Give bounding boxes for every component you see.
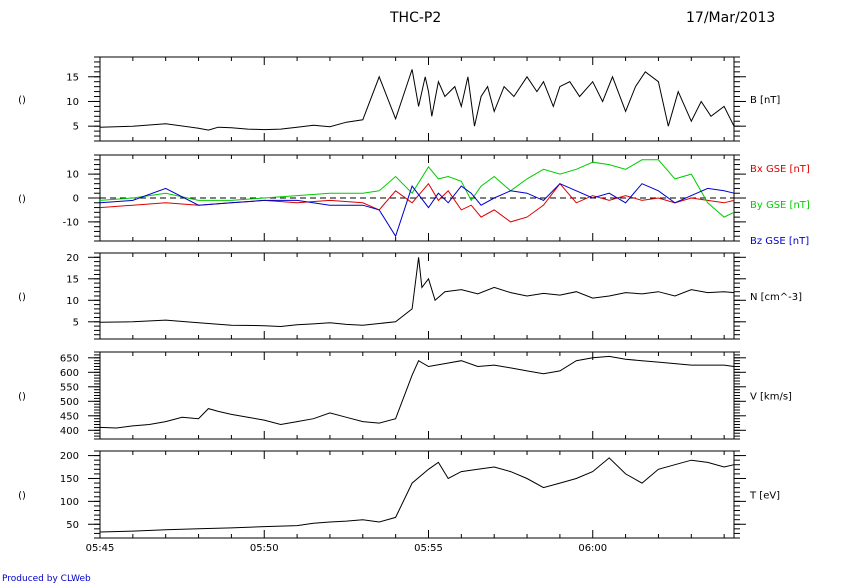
right-label: Bz GSE [nT]	[750, 236, 809, 247]
panel-frame	[99, 252, 735, 340]
y-tick-label: 10	[66, 296, 79, 307]
x-tick-label: 05:45	[86, 543, 115, 554]
series-line-2-2	[99, 159, 735, 218]
y-tick-label: 550	[60, 382, 79, 393]
page-title: THC-P2	[390, 10, 442, 26]
series-line-5-1	[99, 457, 735, 533]
series-line-1-1	[99, 69, 735, 131]
right-label: T [eV]	[749, 491, 780, 502]
y-tick-label: 15	[66, 72, 79, 83]
y-tick-label: 5	[73, 317, 79, 328]
panel-label: ()	[18, 491, 26, 502]
y-tick-label: 500	[60, 397, 79, 408]
panel-frame	[99, 56, 735, 142]
y-tick-label: 10	[66, 97, 79, 108]
y-tick-label: 50	[66, 520, 79, 531]
right-label: N [cm^-3]	[750, 292, 802, 303]
y-tick-label: 450	[60, 411, 79, 422]
panel-label: ()	[18, 194, 26, 205]
series-line-4-1	[99, 355, 735, 429]
series-line-2-3	[99, 183, 735, 238]
right-label: B [nT]	[750, 95, 780, 106]
right-label: Bx GSE [nT]	[750, 164, 810, 175]
panel-label: ()	[18, 95, 26, 106]
y-tick-label: -10	[63, 217, 79, 228]
page-date: 17/Mar/2013	[686, 10, 776, 26]
x-tick-label: 05:55	[414, 543, 443, 554]
y-tick-label: 5	[73, 122, 79, 133]
producer-credit: Produced by CLWeb	[2, 574, 91, 584]
panel-5: 50 100 150 200 () T [eV]	[18, 450, 780, 539]
y-tick-label: 15	[66, 274, 79, 285]
right-label: By GSE [nT]	[750, 200, 810, 211]
panel-frame	[99, 450, 735, 539]
panel-4: 400 450 500 550 600 650 () V [km/s]	[18, 351, 792, 440]
panel-3: 5 10 15 20 () N [cm^-3]	[18, 252, 802, 340]
y-tick-label: 650	[60, 353, 79, 364]
series-line-2-1	[99, 182, 735, 223]
x-tick-label: 05:50	[250, 543, 279, 554]
y-tick-label: 400	[60, 426, 79, 437]
panel-1: 5 10 15 () B [nT]	[18, 56, 780, 142]
x-tick-label: 06:00	[578, 543, 607, 554]
y-tick-label: 100	[60, 497, 79, 508]
panel-label: ()	[18, 392, 26, 403]
right-label: V [km/s]	[750, 392, 792, 403]
y-tick-label: 20	[66, 253, 79, 264]
y-tick-label: 150	[60, 474, 79, 485]
panel-label: ()	[18, 292, 26, 303]
y-tick-label: 200	[60, 451, 79, 462]
panel-2: -10 0 10 () Bx GSE [nT] By GSE [nT] Bz GSE [nT…	[18, 154, 810, 247]
y-tick-label: 0	[73, 194, 79, 205]
y-tick-label: 600	[60, 368, 79, 379]
y-tick-label: 10	[66, 170, 79, 181]
series-line-3-1	[99, 257, 735, 328]
